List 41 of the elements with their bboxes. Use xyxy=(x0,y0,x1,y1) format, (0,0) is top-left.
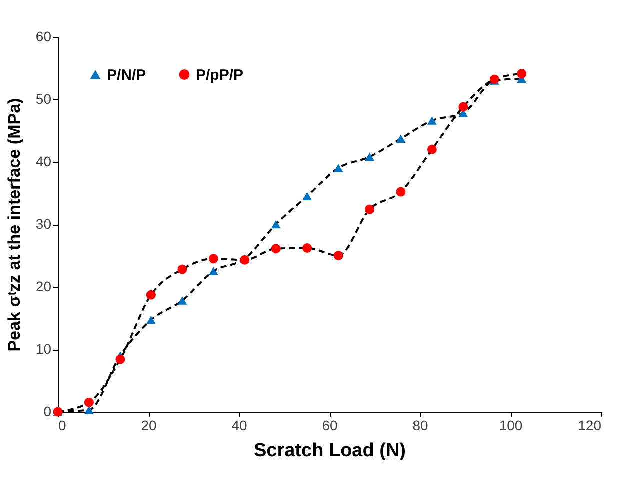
x-tick-label: 80 xyxy=(412,418,428,434)
x-tick-label: 60 xyxy=(322,418,338,434)
x-tick-label: 0 xyxy=(58,418,66,434)
x-tick-label: 20 xyxy=(141,418,157,434)
point xyxy=(365,152,375,162)
point xyxy=(334,251,344,260)
point xyxy=(178,296,188,305)
point xyxy=(271,244,281,254)
point xyxy=(302,244,312,253)
y-tick-label: 40 xyxy=(36,154,52,170)
y-tick-label: 10 xyxy=(36,341,52,357)
point xyxy=(84,406,94,414)
point xyxy=(178,264,188,274)
legend-label: P/N/P xyxy=(107,66,146,84)
y-tick-label: 60 xyxy=(36,28,52,44)
point xyxy=(427,116,437,125)
y-axis-title: Peak σᵗzz at the interface (MPa) xyxy=(4,98,24,352)
x-axis-title: Scratch Load (N) xyxy=(254,440,406,462)
point xyxy=(116,354,126,364)
point xyxy=(517,69,527,79)
y-tick-label: 50 xyxy=(36,91,52,107)
point xyxy=(365,204,375,214)
point xyxy=(396,134,406,143)
legend-label: P/pP/P xyxy=(196,66,244,84)
point xyxy=(84,398,94,408)
point xyxy=(146,316,156,324)
point xyxy=(146,290,156,300)
x-tick-label: 100 xyxy=(499,418,523,434)
point xyxy=(271,220,281,229)
point xyxy=(302,192,312,200)
y-tick-label: 20 xyxy=(36,278,52,294)
point xyxy=(208,254,218,264)
x-tick-label: 120 xyxy=(578,418,602,434)
point xyxy=(396,187,406,197)
x-tick-label: 40 xyxy=(232,418,248,434)
point xyxy=(334,164,344,172)
point xyxy=(427,144,437,154)
y-tick-label: 0 xyxy=(44,404,52,420)
point xyxy=(208,267,218,276)
point xyxy=(458,102,468,112)
y-tick-label: 30 xyxy=(36,216,52,232)
